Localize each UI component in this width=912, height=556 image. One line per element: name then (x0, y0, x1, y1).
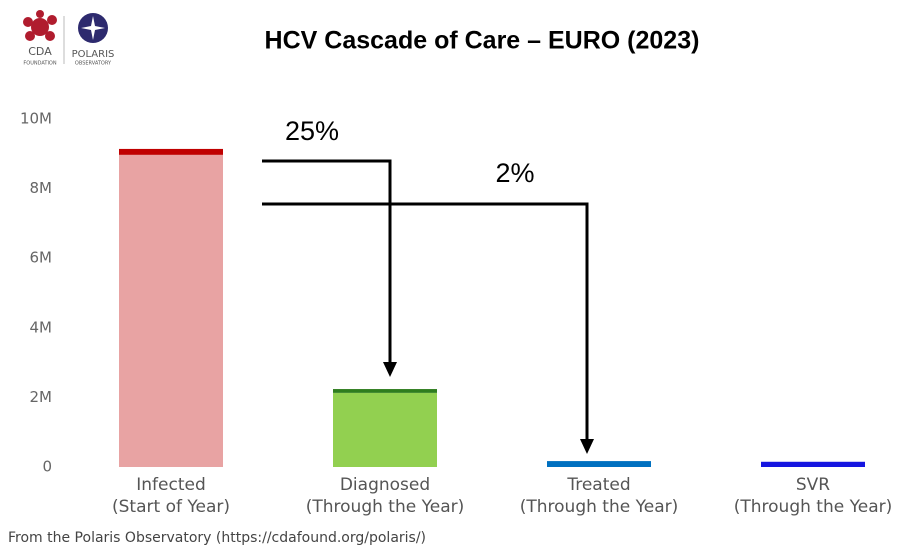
arrow-head (383, 362, 397, 377)
chart-title: HCV Cascade of Care – EURO (2023) (265, 27, 700, 55)
logo-text: CDA (28, 45, 52, 58)
x-tick-label: Treated (566, 475, 630, 495)
x-tick-label: Diagnosed (340, 475, 430, 495)
y-tick-label: 10M (20, 110, 52, 128)
x-tick-label: Infected (136, 475, 206, 495)
x-tick-label: (Through the Year) (734, 497, 892, 517)
x-tick-label: (Start of Year) (112, 497, 230, 517)
arrow-head (580, 439, 594, 454)
bar-segment (333, 392, 437, 467)
bar-segment (547, 461, 651, 467)
logo-text: OBSERVATORY (75, 61, 112, 67)
bar-segment (119, 154, 223, 467)
annotation: 25% (285, 116, 339, 146)
bar-segment (761, 461, 865, 467)
logo-text: FOUNDATION (23, 61, 56, 67)
x-tick-label: (Through the Year) (306, 497, 464, 517)
annotation: 2% (495, 158, 534, 188)
bar-segment (333, 389, 437, 393)
x-tick-label: (Through the Year) (520, 497, 678, 517)
y-tick-label: 2M (30, 388, 53, 406)
annotation-arrows (262, 159, 589, 441)
x-tick-label: SVR (796, 475, 830, 495)
y-tick-label: 8M (30, 179, 53, 197)
source-note: From the Polaris Observatory (https://cd… (8, 530, 426, 546)
y-tick-label: 0 (42, 458, 52, 476)
y-tick-label: 4M (30, 318, 53, 336)
y-tick-label: 6M (30, 249, 53, 267)
polaris-logo: POLARIS OBSERVATORY (72, 13, 115, 67)
logo-text: POLARIS (72, 49, 115, 60)
bar-segment (119, 148, 223, 155)
cda-logo: CDA FOUNDATION (23, 10, 57, 67)
